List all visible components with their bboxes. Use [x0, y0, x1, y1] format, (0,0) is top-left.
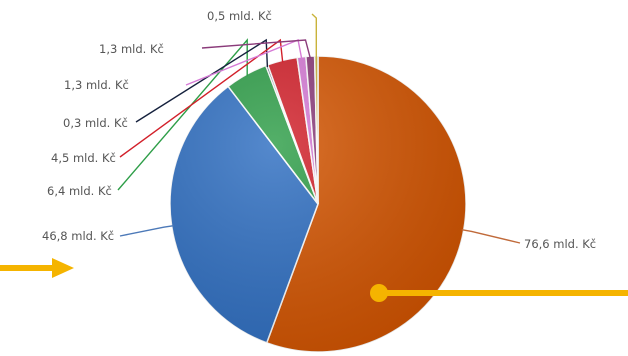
leader-line	[311, 13, 317, 58]
slice-label: 4,5 mld. Kč	[51, 151, 116, 165]
slice-labels: 76,6 mld. Kč 46,8 mld. Kč 6,4 mld. Kč 0,…	[42, 9, 596, 251]
leader-line	[119, 225, 174, 237]
pointer-line-icon	[370, 284, 628, 302]
slice-label: 76,6 mld. Kč	[524, 237, 596, 251]
slice-label: 0,3 mld. Kč	[63, 116, 128, 130]
slice-label: 1,3 mld. Kč	[64, 78, 129, 92]
pie-slices	[169, 55, 467, 353]
leader-lines	[117, 13, 521, 244]
leader-line	[461, 229, 521, 244]
slice-label: 6,4 mld. Kč	[47, 184, 112, 198]
leader-line	[119, 38, 284, 158]
slice-label: 0,5 mld. Kč	[207, 9, 272, 23]
leader-line	[135, 38, 269, 123]
left-arrow-icon	[0, 258, 74, 278]
slice-label: 46,8 mld. Kč	[42, 229, 114, 243]
slice-label: 1,3 mld. Kč	[99, 42, 164, 56]
leader-line	[201, 39, 311, 59]
